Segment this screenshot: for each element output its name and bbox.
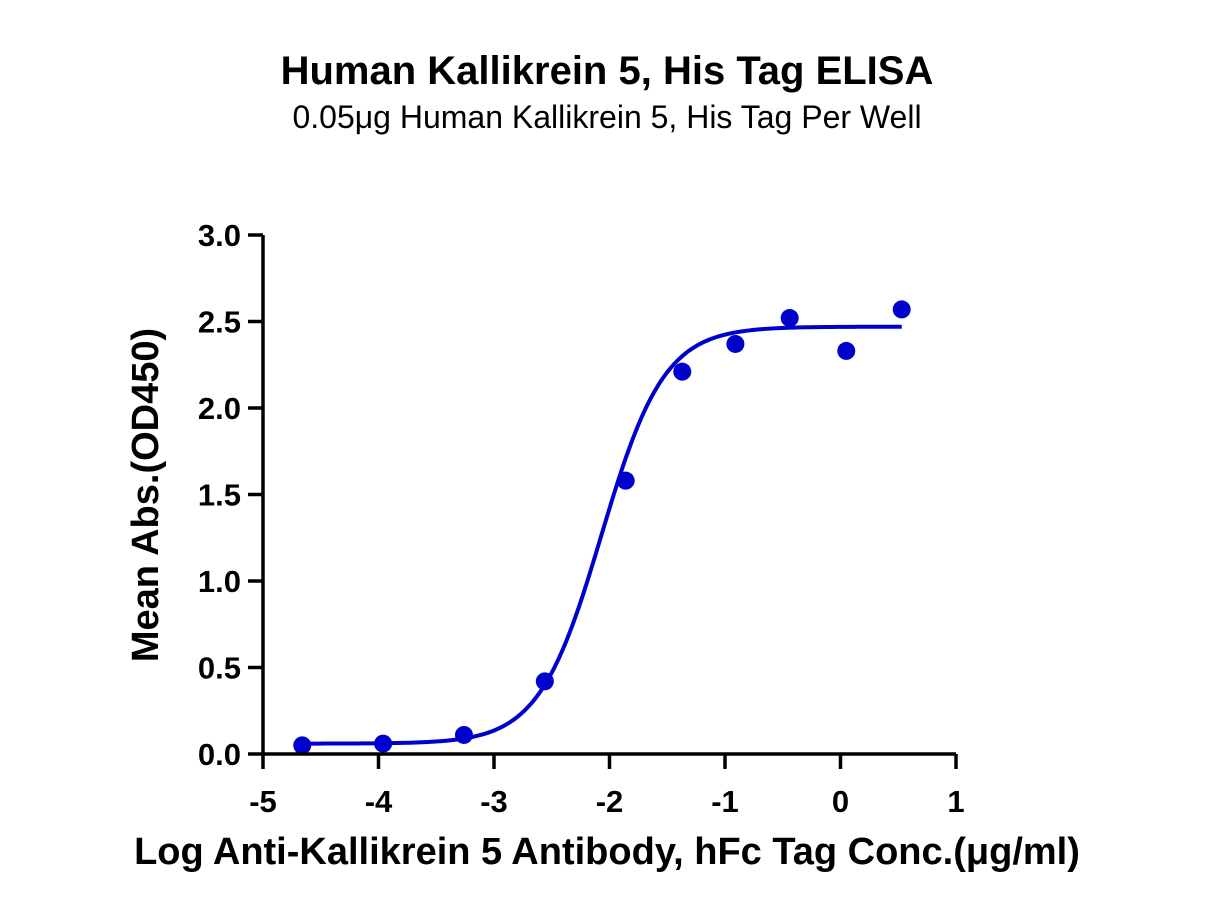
chart-title: Human Kallikrein 5, His Tag ELISA: [281, 49, 934, 93]
data-point: [454, 725, 473, 744]
data-point: [780, 309, 799, 328]
y-tick-label: 0.5: [198, 651, 241, 686]
x-tick-label: -3: [480, 784, 508, 819]
data-point: [837, 341, 856, 360]
y-tick-label: 0.0: [198, 737, 241, 772]
data-point: [726, 334, 745, 353]
data-point: [616, 471, 635, 490]
data-point: [673, 362, 692, 381]
fit-curve: [302, 324, 902, 746]
data-point: [535, 672, 554, 691]
x-tick-label: -5: [249, 784, 277, 819]
data-point: [374, 734, 393, 753]
data-point: [293, 736, 312, 755]
x-tick-label: 1: [947, 784, 964, 819]
x-tick-label: -2: [596, 784, 624, 819]
data-point: [892, 300, 911, 319]
x-tick-label: -1: [711, 784, 739, 819]
y-tick-label: 2.0: [198, 391, 241, 426]
y-axis-label: Mean Abs.(OD450): [125, 328, 167, 662]
x-axis-label: Log Anti-Kallikrein 5 Antibody, hFc Tag …: [134, 831, 1080, 873]
x-tick-label: -4: [365, 784, 393, 819]
y-tick-label: 1.5: [198, 478, 241, 513]
axis-ticks: -5 -4 -3 -2 -1 0 1 0.0 0.5 1.0 1.5 2.0 2.5 3.0: [198, 218, 965, 819]
y-tick-label: 2.5: [198, 305, 241, 340]
y-tick-label: 1.0: [198, 564, 241, 599]
chart-subtitle: 0.05μg Human Kallikrein 5, His Tag Per W…: [292, 99, 921, 135]
y-tick-label: 3.0: [198, 218, 241, 253]
data-points: [293, 300, 911, 755]
x-tick-label: 0: [832, 784, 849, 819]
